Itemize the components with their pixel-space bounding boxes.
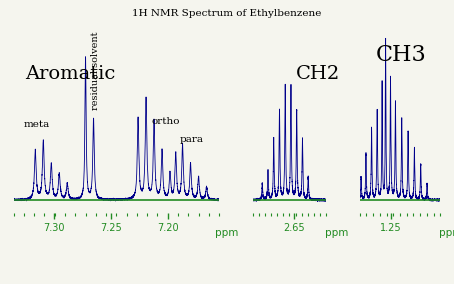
Text: ppm: ppm [215, 227, 238, 237]
Text: CH2: CH2 [296, 65, 340, 83]
Text: para: para [179, 135, 203, 143]
Text: meta: meta [23, 120, 49, 129]
Text: Aromatic: Aromatic [25, 65, 115, 83]
Text: ppm: ppm [325, 227, 348, 237]
Text: ortho: ortho [152, 117, 180, 126]
Text: CH3: CH3 [376, 44, 427, 66]
Text: 1H NMR Spectrum of Ethylbenzene: 1H NMR Spectrum of Ethylbenzene [132, 9, 322, 18]
Text: ppm: ppm [439, 227, 454, 237]
Text: residual solvent: residual solvent [91, 31, 100, 110]
